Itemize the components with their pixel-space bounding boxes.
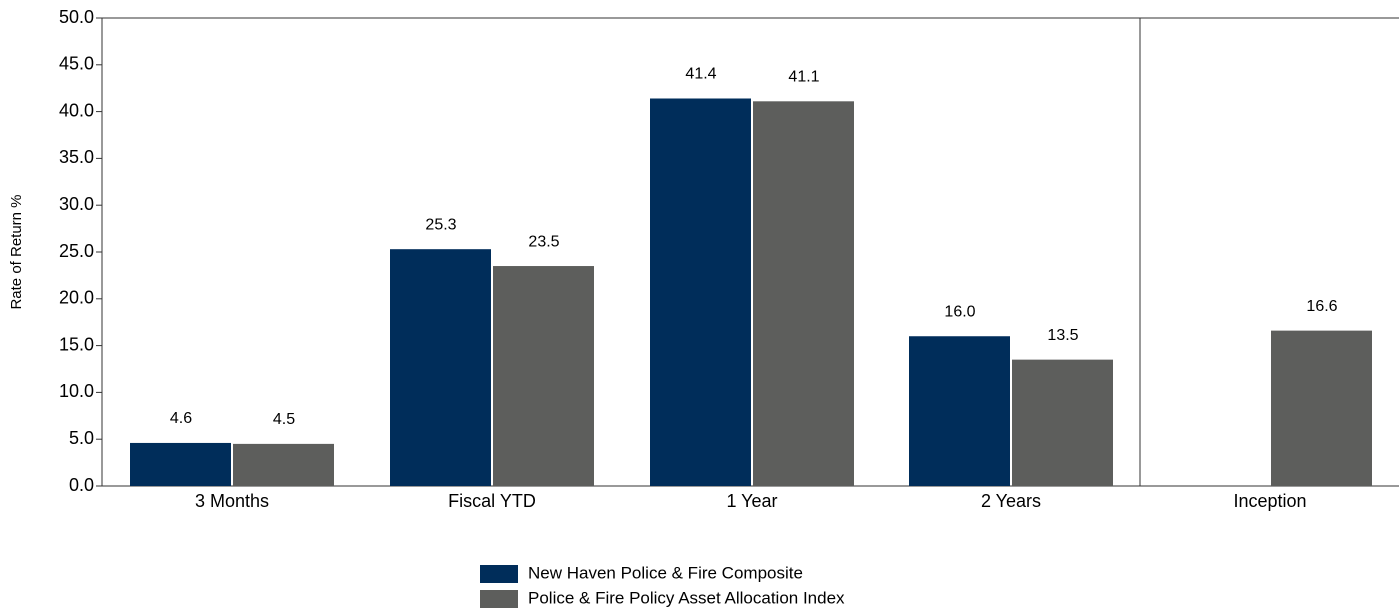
value-label: 16.0 [944,303,975,320]
value-label: 13.5 [1047,327,1078,344]
value-label: 4.5 [273,411,295,428]
bar [650,98,751,486]
legend-label: New Haven Police & Fire Composite [528,563,803,582]
value-label: 41.1 [788,69,819,86]
y-tick-label: 45.0 [59,54,94,74]
y-tick-label: 50.0 [59,7,94,27]
bar [130,442,231,486]
y-tick-label: 5.0 [69,428,94,448]
value-label: 16.6 [1306,298,1337,315]
bar [1271,330,1372,486]
bar [909,336,1010,486]
legend-swatch [480,565,518,583]
y-tick-label: 40.0 [59,100,94,120]
y-tick-label: 25.0 [59,241,94,261]
bar [493,266,594,486]
y-tick-label: 0.0 [69,475,94,495]
bar [390,249,491,486]
x-tick-label: Inception [1233,491,1306,511]
bar [233,443,334,486]
legend-label: Police & Fire Policy Asset Allocation In… [528,588,845,607]
value-label: 4.6 [170,410,192,427]
x-tick-label: 2 Years [981,491,1041,511]
y-tick-label: 10.0 [59,381,94,401]
value-label: 25.3 [425,216,456,233]
y-tick-label: 35.0 [59,147,94,167]
x-tick-label: 3 Months [195,491,269,511]
y-axis-title: Rate of Return % [8,194,25,309]
value-label: 41.4 [685,66,716,83]
y-tick-label: 20.0 [59,288,94,308]
y-tick-label: 30.0 [59,194,94,214]
x-tick-label: Fiscal YTD [448,491,536,511]
bar [1012,359,1113,486]
bar [753,101,854,486]
x-tick-label: 1 Year [726,491,777,511]
y-tick-label: 15.0 [59,334,94,354]
value-label: 23.5 [528,233,559,250]
legend-swatch [480,590,518,608]
